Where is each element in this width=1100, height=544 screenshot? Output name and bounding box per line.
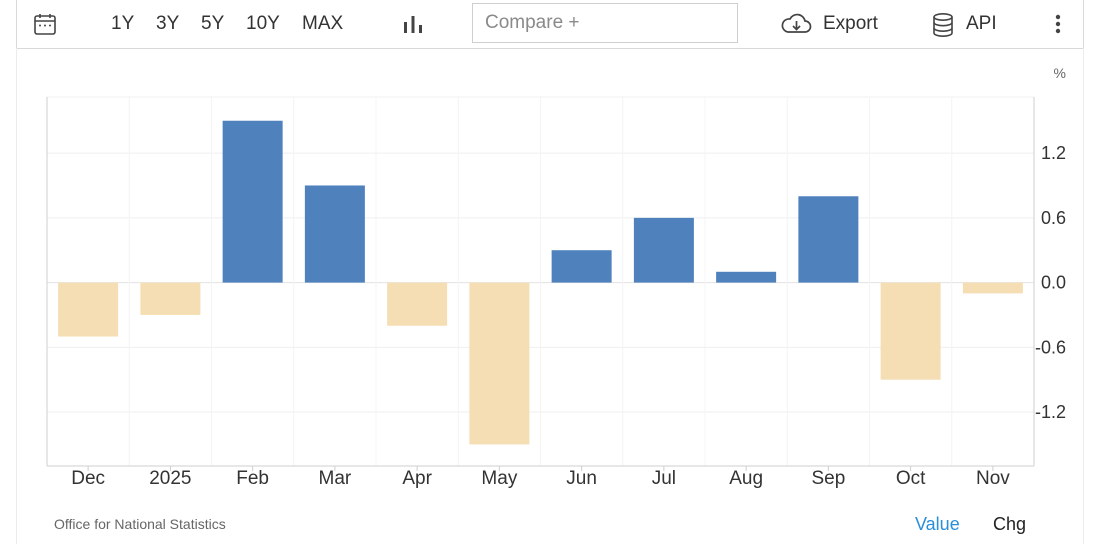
bar-jun[interactable] (551, 250, 612, 283)
range-10y-button[interactable]: 10Y (246, 13, 280, 34)
bars (58, 120, 1023, 445)
y-tick-labels: 1.2 0.6 0.0 -0.6 -1.2 (1035, 143, 1066, 422)
bar-oct[interactable] (880, 282, 941, 380)
x-tick-label: Feb (236, 468, 269, 489)
x-tick-label: May (481, 468, 517, 489)
value-tab[interactable]: Value (915, 514, 960, 534)
x-tick-label: Jul (652, 468, 676, 489)
y-tick-label: 1.2 (1041, 143, 1066, 163)
x-tick-label: Apr (402, 468, 432, 489)
unit-label: % (1054, 65, 1066, 81)
chart-toolbar: 1Y 3Y 5Y 10Y MAX Export API (16, 0, 1084, 49)
chart-frame (16, 48, 1084, 544)
bar-apr[interactable] (387, 282, 448, 326)
bar-nov[interactable] (962, 282, 1023, 294)
x-tick-label: Dec (71, 468, 105, 489)
y-tick-label: -1.2 (1035, 402, 1066, 422)
x-tick-label: Jun (566, 468, 597, 489)
x-tick-label: 2025 (149, 468, 191, 489)
bar-mar[interactable] (304, 185, 365, 283)
bar-dec[interactable] (58, 282, 119, 337)
bar-2025[interactable] (140, 282, 201, 315)
grid-lines (46, 96, 1035, 467)
chart-type-icon[interactable] (401, 12, 425, 41)
x-tick-label: Sep (811, 468, 845, 489)
more-options-icon[interactable] (1053, 12, 1063, 41)
x-tick-label: Mar (319, 468, 352, 489)
bar-sep[interactable] (798, 196, 859, 283)
bar-jul[interactable] (633, 217, 694, 283)
x-tick-labels: Dec 2025 Feb Mar Apr May Jun Jul Aug Sep Oct Nov (71, 466, 1010, 489)
y-tick-label: 0.0 (1041, 273, 1066, 293)
y-tick-label: -0.6 (1035, 337, 1066, 357)
chg-tab[interactable]: Chg (993, 514, 1027, 534)
range-5y-button[interactable]: 5Y (201, 13, 225, 34)
cloud-download-icon[interactable] (780, 11, 812, 42)
bar-may[interactable] (469, 282, 530, 445)
range-3y-button[interactable]: 3Y (156, 13, 180, 34)
calendar-icon[interactable] (33, 12, 57, 41)
y-tick-label: 0.6 (1041, 208, 1066, 228)
database-icon[interactable] (931, 12, 955, 43)
x-tick-label: Nov (976, 468, 1010, 489)
api-button[interactable]: API (966, 13, 997, 34)
x-tick-label: Aug (729, 468, 763, 489)
bar-aug[interactable] (716, 271, 777, 283)
export-button[interactable]: Export (823, 13, 878, 34)
range-1y-button[interactable]: 1Y (111, 13, 135, 34)
compare-input[interactable] (472, 3, 738, 43)
bar-feb[interactable] (222, 120, 283, 283)
source-label: Office for National Statistics (54, 516, 226, 532)
range-max-button[interactable]: MAX (302, 13, 344, 34)
x-tick-label: Oct (896, 468, 926, 489)
